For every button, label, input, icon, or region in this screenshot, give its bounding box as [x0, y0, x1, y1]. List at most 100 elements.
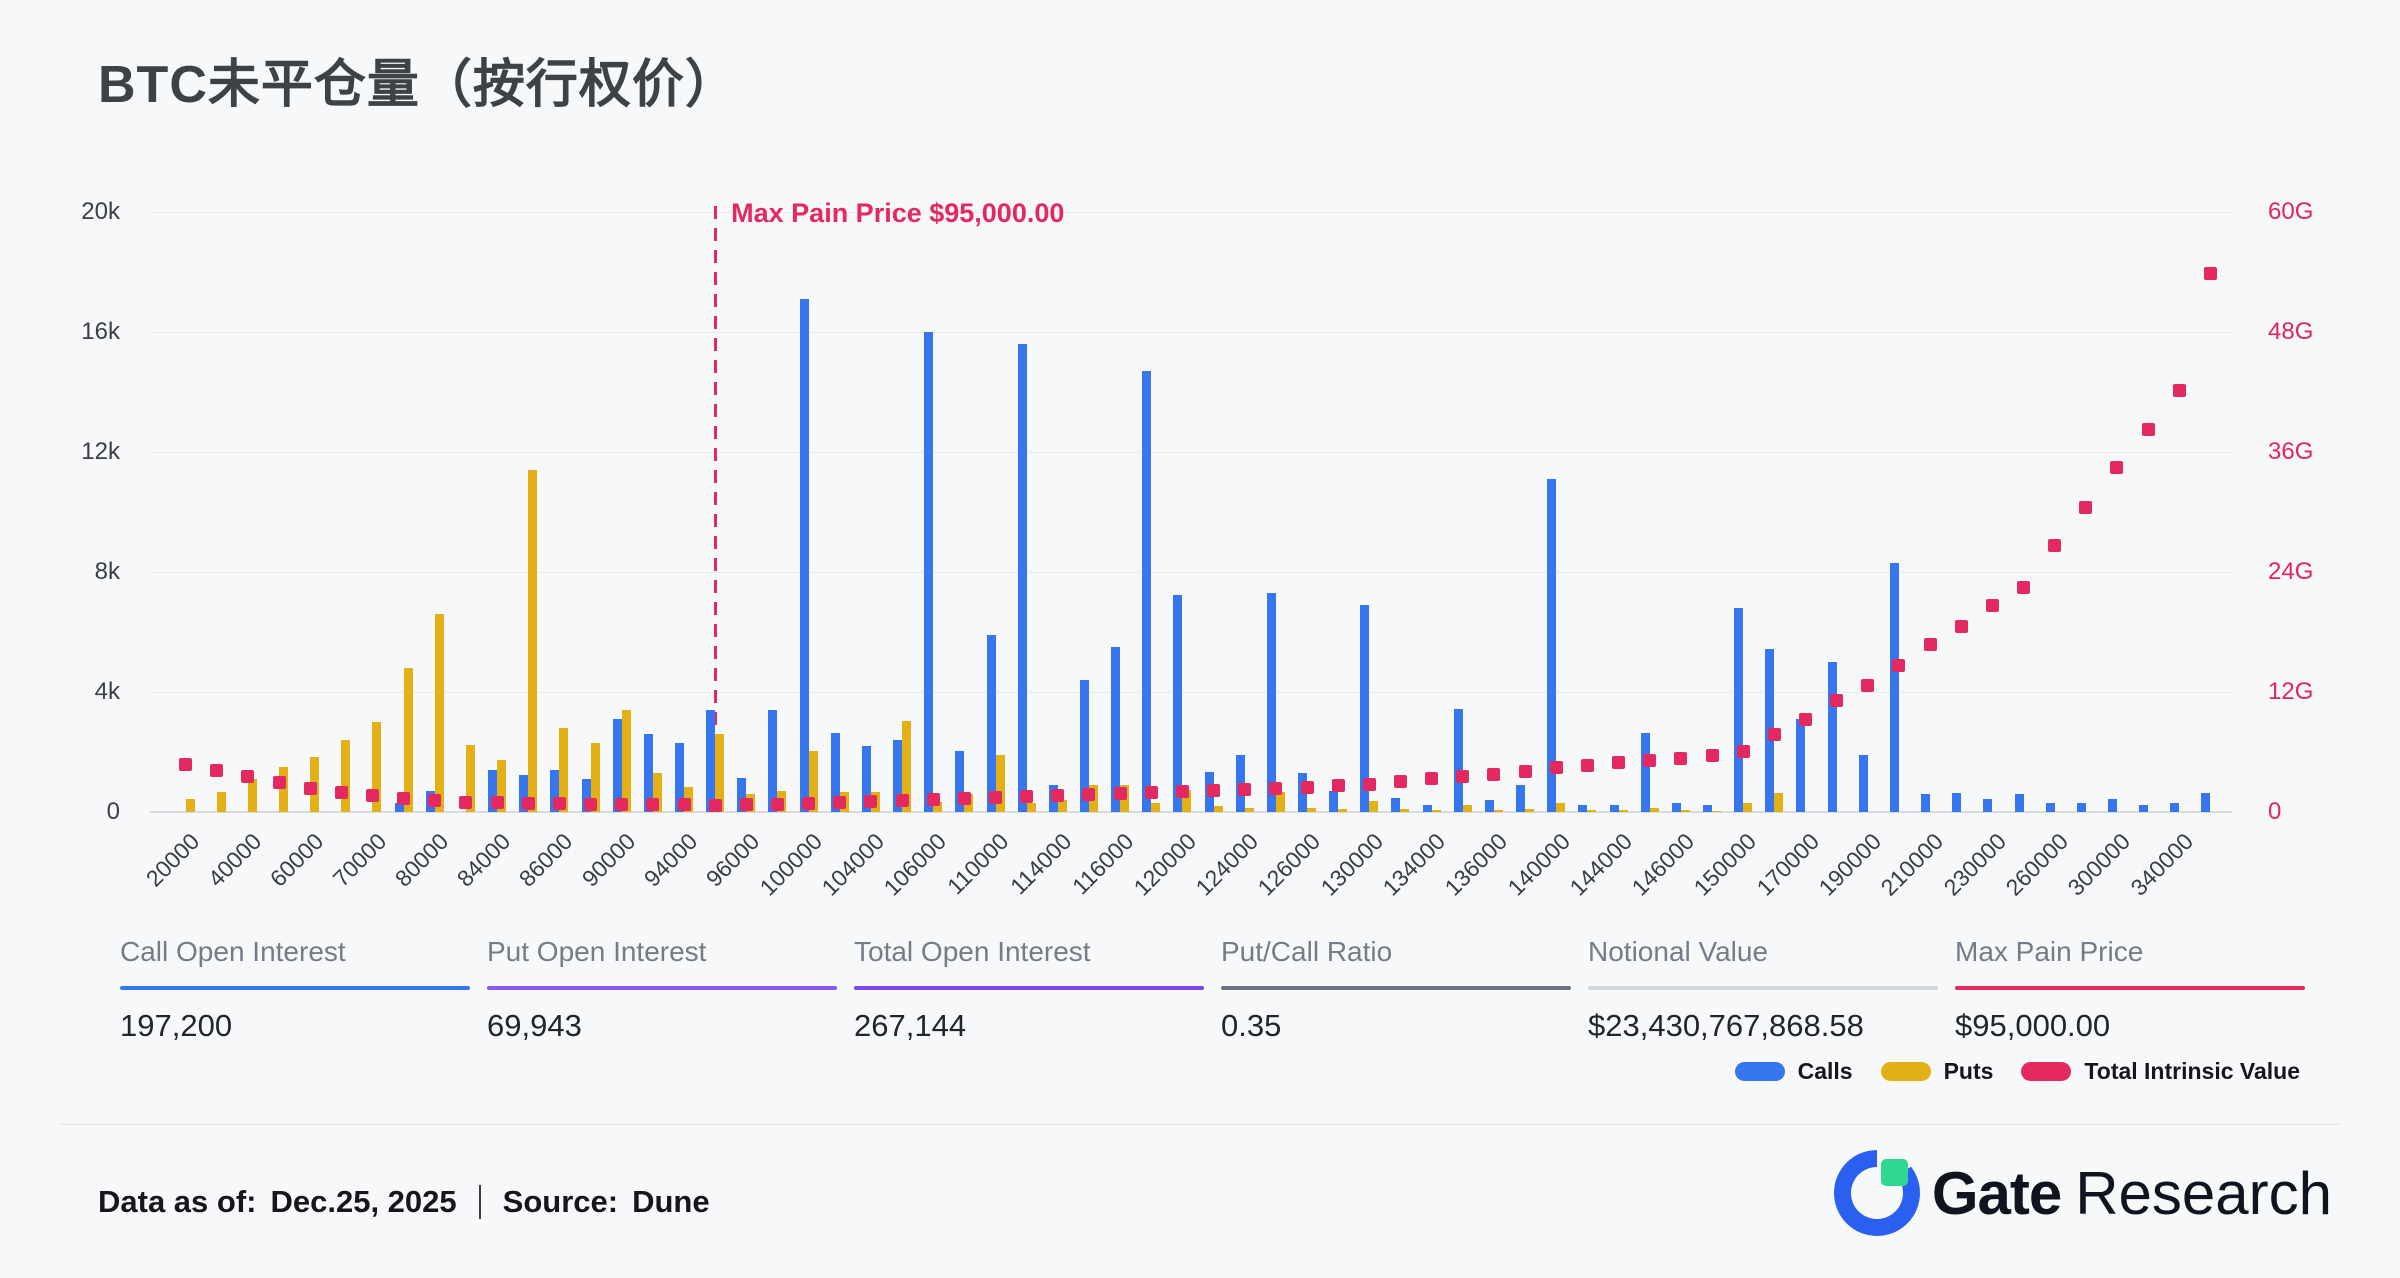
intrinsic-dot[interactable] — [1643, 753, 1657, 767]
put-bar[interactable] — [247, 779, 257, 812]
call-bar[interactable] — [737, 777, 747, 812]
call-bar[interactable] — [955, 750, 965, 812]
intrinsic-dot[interactable] — [1456, 769, 1470, 783]
put-bar[interactable] — [1307, 807, 1317, 812]
put-bar[interactable] — [372, 722, 382, 812]
intrinsic-dot[interactable] — [1020, 789, 1034, 803]
call-bar[interactable] — [2139, 804, 2149, 812]
call-bar[interactable] — [1484, 800, 1494, 812]
call-bar[interactable] — [1547, 479, 1557, 812]
put-bar[interactable] — [434, 614, 444, 812]
call-bar[interactable] — [799, 299, 809, 812]
intrinsic-dot[interactable] — [241, 769, 255, 783]
call-bar[interactable] — [394, 803, 404, 812]
intrinsic-dot[interactable] — [833, 795, 847, 809]
intrinsic-dot[interactable] — [1861, 678, 1875, 692]
call-bar[interactable] — [1422, 805, 1432, 812]
intrinsic-dot[interactable] — [2141, 422, 2155, 436]
call-bar[interactable] — [1952, 792, 1962, 812]
intrinsic-dot[interactable] — [428, 794, 442, 807]
call-bar[interactable] — [1017, 344, 1027, 812]
put-bar[interactable] — [1057, 800, 1067, 812]
call-bar[interactable] — [643, 734, 653, 812]
intrinsic-dot[interactable] — [1798, 712, 1812, 726]
call-bar[interactable] — [1360, 605, 1370, 812]
call-bar[interactable] — [1329, 791, 1339, 812]
call-bar[interactable] — [519, 774, 529, 812]
put-bar[interactable] — [528, 470, 538, 812]
intrinsic-dot[interactable] — [1362, 777, 1376, 791]
call-bar[interactable] — [924, 332, 934, 812]
call-bar[interactable] — [550, 770, 560, 812]
intrinsic-dot[interactable] — [1612, 755, 1626, 769]
intrinsic-dot[interactable] — [739, 798, 753, 811]
call-bar[interactable] — [1983, 798, 1993, 812]
intrinsic-dot[interactable] — [615, 797, 629, 811]
put-bar[interactable] — [1587, 810, 1597, 812]
call-bar[interactable] — [1111, 647, 1121, 812]
call-bar[interactable] — [1266, 593, 1276, 812]
intrinsic-dot[interactable] — [2079, 500, 2093, 514]
put-bar[interactable] — [1556, 803, 1566, 812]
call-bar[interactable] — [1703, 804, 1712, 812]
call-bar[interactable] — [1142, 371, 1152, 812]
legend-item-calls[interactable]: Calls — [1734, 1058, 1853, 1085]
put-bar[interactable] — [403, 668, 413, 812]
put-bar[interactable] — [1712, 810, 1721, 812]
put-bar[interactable] — [465, 744, 475, 812]
call-bar[interactable] — [1516, 785, 1526, 812]
intrinsic-dot[interactable] — [1425, 771, 1439, 785]
call-bar[interactable] — [675, 743, 684, 812]
intrinsic-dot[interactable] — [926, 792, 940, 806]
call-bar[interactable] — [1640, 732, 1650, 812]
put-bar[interactable] — [497, 759, 507, 812]
intrinsic-dot[interactable] — [459, 795, 473, 809]
put-bar[interactable] — [1649, 807, 1659, 812]
call-bar[interactable] — [1391, 797, 1401, 812]
put-bar[interactable] — [1493, 809, 1503, 812]
intrinsic-dot[interactable] — [1674, 751, 1688, 765]
intrinsic-dot[interactable] — [677, 798, 691, 811]
intrinsic-dot[interactable] — [895, 793, 909, 807]
intrinsic-dot[interactable] — [210, 763, 224, 777]
intrinsic-dot[interactable] — [397, 791, 411, 805]
call-bar[interactable] — [1578, 804, 1588, 812]
intrinsic-dot[interactable] — [1985, 598, 1999, 612]
intrinsic-dot[interactable] — [1892, 658, 1906, 672]
call-bar[interactable] — [1609, 804, 1619, 812]
put-bar[interactable] — [715, 734, 725, 812]
put-bar[interactable] — [1244, 807, 1254, 812]
intrinsic-dot[interactable] — [1082, 787, 1096, 801]
put-bar[interactable] — [1431, 809, 1441, 812]
intrinsic-dot[interactable] — [584, 797, 598, 811]
put-bar[interactable] — [1213, 806, 1223, 812]
put-bar[interactable] — [808, 750, 818, 812]
legend-item-intrinsic[interactable]: Total Intrinsic Value — [2021, 1058, 2300, 1085]
put-bar[interactable] — [1369, 800, 1379, 812]
intrinsic-dot[interactable] — [864, 794, 878, 808]
call-bar[interactable] — [986, 635, 996, 812]
call-bar[interactable] — [1858, 755, 1868, 812]
call-bar[interactable] — [612, 719, 622, 812]
intrinsic-dot[interactable] — [1767, 727, 1781, 741]
put-bar[interactable] — [185, 798, 195, 812]
intrinsic-dot[interactable] — [521, 796, 535, 810]
intrinsic-dot[interactable] — [303, 781, 317, 795]
call-bar[interactable] — [1796, 719, 1806, 812]
put-bar[interactable] — [1462, 804, 1472, 812]
put-bar[interactable] — [652, 773, 662, 812]
call-bar[interactable] — [830, 732, 840, 812]
intrinsic-dot[interactable] — [1144, 785, 1158, 799]
intrinsic-dot[interactable] — [1113, 786, 1127, 800]
intrinsic-dot[interactable] — [2172, 383, 2186, 397]
put-bar[interactable] — [1743, 803, 1753, 812]
call-bar[interactable] — [861, 746, 871, 812]
intrinsic-dot[interactable] — [334, 785, 348, 799]
put-bar[interactable] — [559, 728, 569, 812]
intrinsic-dot[interactable] — [1830, 693, 1844, 707]
call-bar[interactable] — [2107, 798, 2117, 812]
call-bar[interactable] — [2045, 803, 2055, 812]
put-bar[interactable] — [1618, 810, 1628, 812]
call-bar[interactable] — [1453, 708, 1463, 812]
intrinsic-dot[interactable] — [1705, 748, 1719, 762]
